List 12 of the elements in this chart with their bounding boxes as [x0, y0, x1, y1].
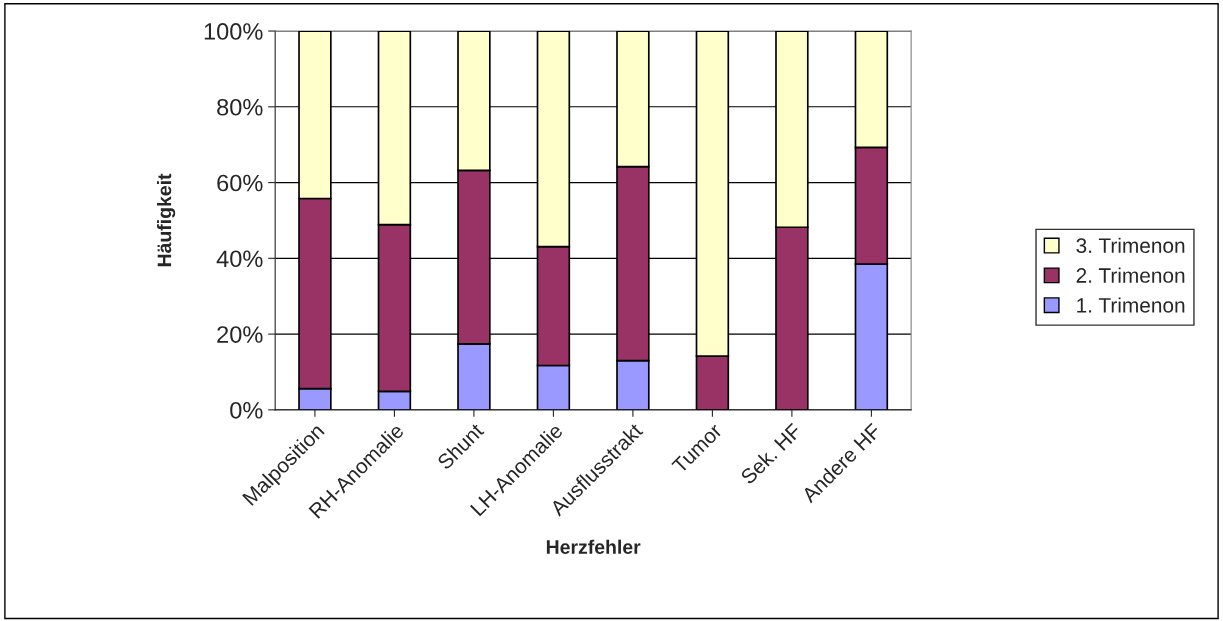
y-tick-label: 20%	[217, 326, 263, 343]
legend-label: 2. Trimenon	[1076, 267, 1185, 283]
y-tick-label: 40%	[216, 250, 263, 268]
y-tick-label: 0%	[230, 401, 263, 419]
y-tick-label: 80%	[217, 98, 263, 116]
legend-label: 1. Trimenon	[1077, 297, 1185, 313]
y-tick-label: 100%	[204, 23, 263, 40]
legend-label: 3. Trimenon	[1076, 237, 1185, 254]
y-tick-label: 60%	[217, 174, 263, 192]
y-axis-title: Häufigkeit	[157, 173, 176, 267]
x-axis-title: Herzfehler	[546, 539, 641, 554]
x-tick-label: Sek. HF	[739, 422, 803, 486]
